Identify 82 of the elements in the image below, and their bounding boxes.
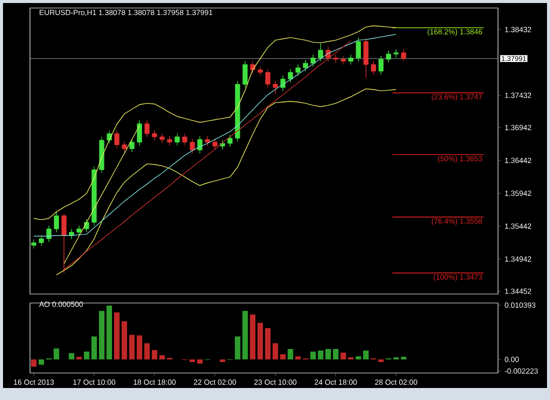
line-series	[56, 88, 396, 276]
candlestick	[258, 66, 263, 76]
candlestick	[265, 68, 270, 88]
bar	[242, 310, 248, 360]
bar	[356, 356, 362, 360]
candlestick	[356, 37, 361, 62]
bar	[54, 348, 60, 360]
candlestick	[122, 141, 127, 152]
bar	[378, 359, 384, 362]
candlestick	[228, 134, 233, 147]
candlestick	[348, 54, 354, 65]
bar	[38, 359, 44, 365]
bar	[84, 352, 90, 360]
bar	[250, 314, 256, 360]
bar	[136, 335, 142, 360]
candlestick	[378, 56, 384, 75]
candlestick	[220, 140, 226, 150]
bar	[114, 312, 120, 360]
bar	[144, 343, 150, 360]
bar	[234, 336, 240, 360]
bar	[220, 359, 226, 362]
candlestick	[242, 61, 248, 88]
bar	[363, 350, 369, 360]
candlestick	[144, 120, 150, 138]
bar	[98, 310, 104, 360]
bar	[257, 322, 263, 360]
candlestick	[235, 80, 240, 142]
candlestick	[190, 138, 195, 154]
candlestick	[92, 166, 97, 226]
candlestick	[394, 49, 399, 58]
bar	[295, 356, 301, 360]
candlestick	[212, 138, 218, 150]
candlestick	[160, 133, 165, 144]
bar	[310, 352, 316, 360]
bar	[332, 348, 338, 360]
candlestick	[363, 38, 368, 78]
candlestick	[204, 136, 210, 146]
bar	[197, 359, 203, 364]
candlestick	[386, 50, 392, 63]
candlestick	[136, 120, 142, 146]
bar	[340, 352, 346, 360]
candlestick	[340, 56, 346, 65]
candlestick	[76, 225, 82, 236]
candlestick	[61, 214, 66, 274]
candlestick	[318, 43, 324, 62]
candlestick	[303, 60, 308, 72]
bar	[190, 359, 196, 362]
bar	[318, 350, 324, 360]
candlestick	[197, 136, 202, 154]
bar	[272, 343, 278, 360]
candlestick	[114, 130, 120, 148]
candlestick	[99, 136, 104, 174]
bar	[31, 359, 37, 367]
candlestick	[295, 64, 300, 76]
bar	[288, 348, 294, 360]
candlestick	[272, 80, 278, 94]
candlestick	[370, 61, 376, 75]
candlestick	[31, 239, 36, 249]
bar	[76, 356, 82, 360]
candlestick	[182, 133, 188, 146]
candlestick	[288, 68, 293, 83]
candlestick	[401, 49, 406, 61]
candlestick	[38, 235, 44, 246]
candlestick	[167, 136, 172, 146]
candlestick	[310, 54, 316, 67]
bar	[91, 336, 97, 360]
candlestick	[46, 225, 52, 242]
candlestick	[152, 130, 158, 140]
bar	[325, 348, 331, 360]
bar	[152, 350, 158, 360]
bar	[400, 356, 406, 360]
candlestick	[54, 210, 59, 232]
candlestick	[129, 138, 134, 152]
candlestick	[333, 54, 338, 63]
bar	[106, 306, 112, 360]
bar	[68, 353, 74, 360]
candlestick	[174, 133, 180, 146]
bar	[280, 354, 286, 360]
bar	[265, 328, 271, 360]
bar	[159, 355, 165, 360]
bar	[122, 321, 128, 360]
bar	[129, 334, 135, 360]
